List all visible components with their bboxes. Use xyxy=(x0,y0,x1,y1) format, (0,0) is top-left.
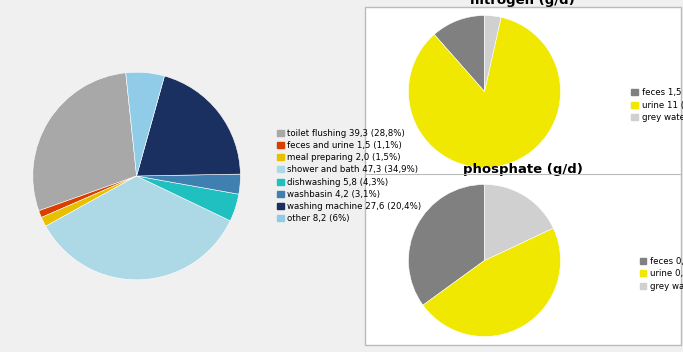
Legend: toilet flushing 39,3 (28,8%), feces and urine 1,5 (1,1%), meal preparing 2,0 (1,: toilet flushing 39,3 (28,8%), feces and … xyxy=(276,128,422,224)
Wedge shape xyxy=(434,15,484,92)
Wedge shape xyxy=(137,174,240,194)
Title: phosphate (g/d): phosphate (g/d) xyxy=(462,163,583,176)
Wedge shape xyxy=(42,176,137,226)
Wedge shape xyxy=(408,17,561,168)
Wedge shape xyxy=(126,72,165,176)
Wedge shape xyxy=(484,184,553,260)
Wedge shape xyxy=(46,176,230,280)
Wedge shape xyxy=(484,15,501,92)
Wedge shape xyxy=(137,176,239,221)
Wedge shape xyxy=(33,73,137,211)
Legend: feces 0,6 (35%), urine 0,8 (47%), grey water 0,3 (18%): feces 0,6 (35%), urine 0,8 (47%), grey w… xyxy=(639,256,683,292)
Title: nitrogen (g/d): nitrogen (g/d) xyxy=(470,0,575,7)
Wedge shape xyxy=(137,76,240,176)
Wedge shape xyxy=(39,176,137,218)
Legend: feces 1,5 (11,5%), urine 11 (85%), grey water 0,44 (3,4%): feces 1,5 (11,5%), urine 11 (85%), grey … xyxy=(630,87,683,123)
Wedge shape xyxy=(408,184,484,305)
Wedge shape xyxy=(423,228,561,337)
